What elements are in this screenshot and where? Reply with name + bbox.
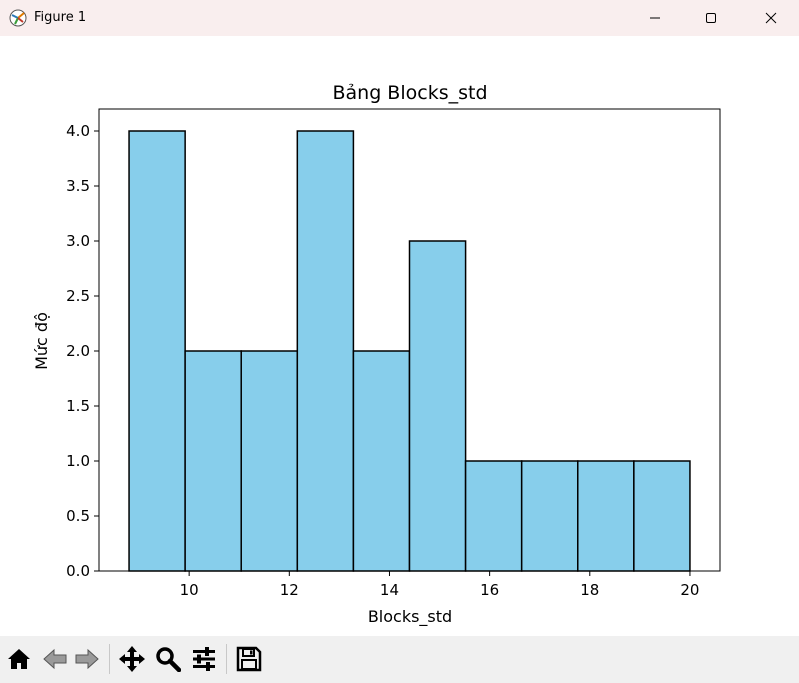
minimize-button[interactable] <box>627 0 683 36</box>
histogram-bar <box>633 460 691 572</box>
forward-button[interactable] <box>72 644 102 674</box>
zoom-button[interactable] <box>153 644 183 674</box>
save-icon <box>236 646 262 672</box>
histogram-bar <box>352 350 411 572</box>
y-tick-label: 2.0 <box>66 342 90 360</box>
x-tick-label: 10 <box>180 581 199 599</box>
histogram-bar <box>520 460 579 572</box>
x-tick-label: 12 <box>280 581 299 599</box>
back-button[interactable] <box>40 644 70 674</box>
y-tick-label: 4.0 <box>66 122 90 140</box>
histogram-bar <box>296 130 355 572</box>
maximize-button[interactable] <box>683 0 739 36</box>
home-icon <box>8 649 30 669</box>
y-axis-label: Mức độ <box>32 312 51 370</box>
histogram-bar <box>128 130 186 572</box>
y-tick-label: 0.5 <box>66 507 90 525</box>
x-ticks: 10 12 14 16 18 20 <box>180 571 699 599</box>
minimize-icon <box>650 17 660 19</box>
histogram-bar <box>464 460 523 572</box>
chart-title: Bảng Blocks_std <box>332 82 487 104</box>
pan-icon <box>119 646 145 672</box>
x-tick-label: 14 <box>380 581 399 599</box>
back-icon <box>43 648 67 670</box>
maximize-icon <box>706 13 716 23</box>
window-title: Figure 1 <box>34 10 87 25</box>
zoom-icon <box>156 647 181 672</box>
histogram-bar <box>184 350 242 572</box>
x-axis-label: Blocks_std <box>368 607 452 627</box>
forward-icon <box>75 648 99 670</box>
matplotlib-icon <box>9 9 27 27</box>
y-ticks: 0.0 0.5 1.0 1.5 2.0 2.5 3.0 3.5 4.0 <box>66 122 99 580</box>
histogram-bar <box>240 350 299 572</box>
toolbar-separator <box>226 644 227 674</box>
close-button[interactable] <box>743 0 799 36</box>
bars-group <box>128 130 691 572</box>
y-tick-label: 1.0 <box>66 452 90 470</box>
pan-button[interactable] <box>117 644 147 674</box>
y-tick-label: 0.0 <box>66 562 90 580</box>
title-bar: Figure 1 <box>0 0 799 36</box>
navigation-toolbar <box>0 636 799 683</box>
histogram-bar <box>577 460 635 572</box>
close-icon <box>765 12 777 24</box>
home-button[interactable] <box>4 644 34 674</box>
configure-subplots-button[interactable] <box>189 644 219 674</box>
x-tick-label: 18 <box>580 581 599 599</box>
figure-canvas[interactable]: 10 12 14 16 18 20 0.0 0.5 1.0 1.5 2.0 2.5 3.0 3.5 4.0… <box>0 36 799 636</box>
y-tick-label: 3.5 <box>66 177 90 195</box>
x-tick-label: 20 <box>680 581 699 599</box>
histogram-bar <box>408 240 467 572</box>
y-tick-label: 3.0 <box>66 232 90 250</box>
axes-frame <box>98 108 721 572</box>
y-tick-label: 1.5 <box>66 397 90 415</box>
y-tick-label: 2.5 <box>66 287 90 305</box>
histogram-chart: 10 12 14 16 18 20 0.0 0.5 1.0 1.5 2.0 2.5 3.0 3.5 4.0… <box>32 82 721 627</box>
configure-subplots-icon <box>193 647 215 671</box>
save-button[interactable] <box>234 644 264 674</box>
toolbar-separator <box>109 644 110 674</box>
x-tick-label: 16 <box>480 581 499 599</box>
